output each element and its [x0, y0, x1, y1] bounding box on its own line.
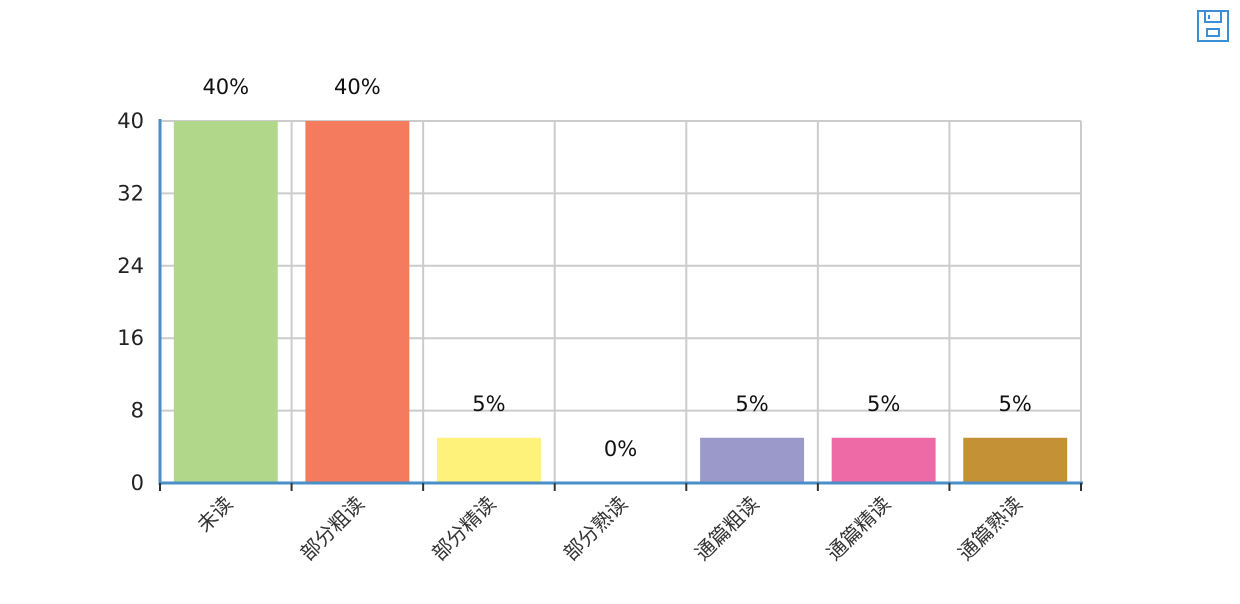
- y-tick-label: 40: [117, 109, 144, 133]
- x-tick-label: 通篇粗读: [690, 492, 764, 566]
- y-axis-ticks: 0 8 16 24 32 40: [117, 109, 144, 495]
- data-label: 5%: [867, 392, 900, 416]
- x-axis-ticks: 未读 部分粗读 部分精读 部分熟读 通篇粗读 通篇精读 通篇熟读: [192, 492, 1027, 566]
- data-label: 5%: [735, 392, 768, 416]
- x-tick-label: 部分粗读: [295, 492, 369, 566]
- bars: [173, 121, 1068, 483]
- axes: [158, 119, 1083, 491]
- grid: [160, 120, 1082, 483]
- bar[interactable]: [831, 437, 936, 483]
- y-tick-label: 32: [117, 181, 144, 205]
- y-tick-label: 24: [117, 254, 144, 278]
- y-tick-label: 16: [117, 326, 144, 350]
- bar[interactable]: [700, 437, 805, 483]
- x-tick-label: 部分精读: [427, 492, 501, 566]
- x-tick-label: 部分熟读: [558, 492, 632, 566]
- data-label: 5%: [472, 392, 505, 416]
- y-tick-label: 0: [131, 471, 144, 495]
- x-tick-label: 通篇熟读: [953, 492, 1027, 566]
- x-tick-label: 通篇精读: [822, 492, 896, 566]
- data-label: 40%: [334, 75, 381, 99]
- x-tick-label: 未读: [192, 492, 237, 537]
- data-label: 0%: [604, 437, 637, 461]
- save-icon[interactable]: [1196, 9, 1230, 43]
- data-label: 5%: [999, 392, 1032, 416]
- bar[interactable]: [305, 121, 410, 483]
- data-label: 40%: [202, 75, 249, 99]
- data-labels: 40% 40% 5% 0% 5% 5% 5%: [202, 75, 1031, 461]
- bar[interactable]: [173, 121, 278, 483]
- bar[interactable]: [963, 437, 1068, 483]
- bar[interactable]: [436, 437, 541, 483]
- y-tick-label: 8: [131, 399, 144, 423]
